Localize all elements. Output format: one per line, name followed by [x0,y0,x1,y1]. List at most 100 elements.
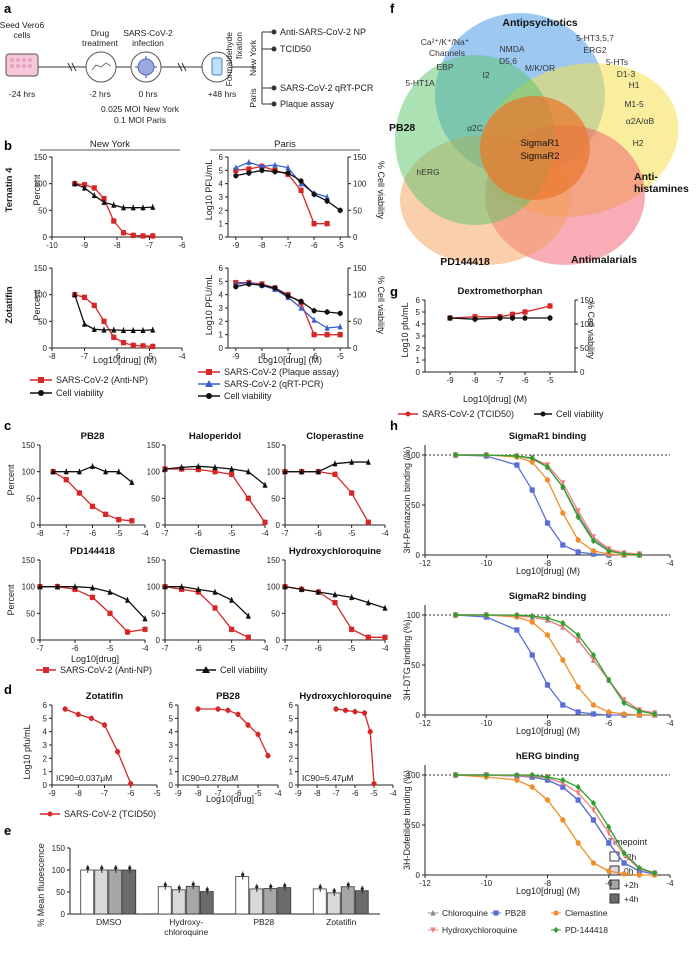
data-point [349,626,355,632]
y-tick-label: 100 [267,583,281,592]
data-point [120,204,127,211]
data-point [361,710,368,716]
d-legend: SARS-CoV-2 (TCID50) [64,809,156,819]
data-point [81,294,88,300]
data-point [606,840,612,846]
y-tick-label: 0 [43,781,48,790]
y-tick-label: 0 [416,871,421,880]
data-point [63,477,69,483]
data-point [547,315,553,321]
x-tick-label: -9 [446,376,454,385]
data-point [76,468,82,475]
data-point [367,729,373,735]
data-point [337,310,343,316]
data-point [101,196,107,202]
data-point [120,230,127,236]
data-point [140,204,146,211]
y-tick-label: 1 [289,768,294,777]
x-tick-label: -5 [337,241,345,250]
y-tick-label: 3 [219,304,224,313]
b-legend-paris-viab: Cell viability [224,391,272,401]
data-point [514,462,520,468]
data-point [259,167,265,173]
c-ylabel-1: Percent [6,464,16,496]
data-point [245,634,251,640]
x-tick-label: -7 [284,241,292,250]
target-5ht357: 5-HT3,5,7 [576,33,614,43]
row-label-ternatin: Ternatin 4 [4,167,15,212]
step-time-2: -2 hrs [89,89,111,99]
data-point [282,583,288,590]
y-tick-label: 3 [416,332,421,341]
data-point [299,468,305,475]
x-tick-label: -10 [480,879,492,888]
data-point [575,709,581,715]
data-point [50,468,56,475]
data-point [150,204,156,210]
replicate-dot [86,866,90,870]
series-line [449,317,550,320]
chart-8: -7 -6 -5 -4 0 50 100 150 Clemastine [147,546,269,653]
data-point [272,161,278,168]
data-point [371,781,377,787]
data-point [590,711,597,717]
h-ylabel-3: 3H-Dofetilide binding (%) [402,770,412,870]
data-point [621,711,627,717]
y-tick-label: 4 [43,728,48,737]
data-point [324,193,330,200]
chart-14: -9 -8 -7 -6 -5 0 1 2 3 4 5 6 0 50 100 150 Dextromethorph… [416,286,594,385]
legend-label: -2h [624,852,637,862]
data-point [162,465,168,472]
target-sigmar2: SigmaR2 [520,151,559,162]
x-tick-label: -8 [313,789,321,798]
data-point [514,611,520,619]
x-tick-label: -6 [311,241,319,250]
data-point [150,233,156,239]
y-tick-label: 2 [416,344,421,353]
bar [312,888,327,915]
x-tick-label: -4 [666,719,674,728]
data-point [333,706,339,712]
y-tick-label: 4 [169,728,174,737]
legend-marker [553,926,559,934]
y-tick-label: 0 [31,636,36,645]
y-tick-label: 100 [147,583,161,592]
chart-title: SigmaR1 binding [509,431,587,442]
chart-10: -9 -8 -7 -6 -5 0 1 2 3 4 5 6 Zotatifin IC90=0.037μM [43,691,162,798]
data-point [150,326,156,333]
y-tick-label: 0 [61,910,66,919]
x-tick-label: -9 [48,789,56,798]
target-alpha2a: α2A/αB [626,116,655,126]
svg-text:cells: cells [13,30,30,40]
y-tick-label: 50 [271,494,280,503]
panel-a-timeline: Seed Vero6 cells Drug treatment SARS-CoV… [0,20,374,125]
bar [94,869,109,915]
data-point [311,316,317,323]
data-point [590,548,597,554]
data-point [75,711,81,717]
data-point [150,343,156,349]
data-point [233,164,239,171]
replicate-dot [255,885,259,889]
data-point [332,591,338,598]
replicate-dot [163,883,167,887]
moi-paris: 0.1 MOI Paris [114,115,166,125]
data-point [606,830,612,837]
data-point [265,753,271,759]
data-point [245,495,251,501]
x-tick-label: -10 [46,241,58,250]
x-tick-label: -4 [666,559,674,568]
y-right-tick-label: 150 [580,296,594,305]
data-point [215,706,221,712]
data-point [636,872,642,878]
replicate-dot [128,866,132,870]
category-label: PB28 [253,917,274,927]
target-5ht1a: 5-HT1A [405,78,435,88]
y-tick-label: 3 [169,741,174,750]
b-yright-2: % Cell viability [376,276,386,335]
site-new-york: New York [248,39,258,76]
chart-12: -9 -8 -7 -6 -5 -4 0 1 2 3 4 5 6 Hydroxychloroquine IC9… [289,691,398,798]
x-tick-label: -4 [141,529,149,538]
g-ylabel: Log10 pfu/mL [400,302,410,357]
category-label: chloroquine [164,927,208,937]
